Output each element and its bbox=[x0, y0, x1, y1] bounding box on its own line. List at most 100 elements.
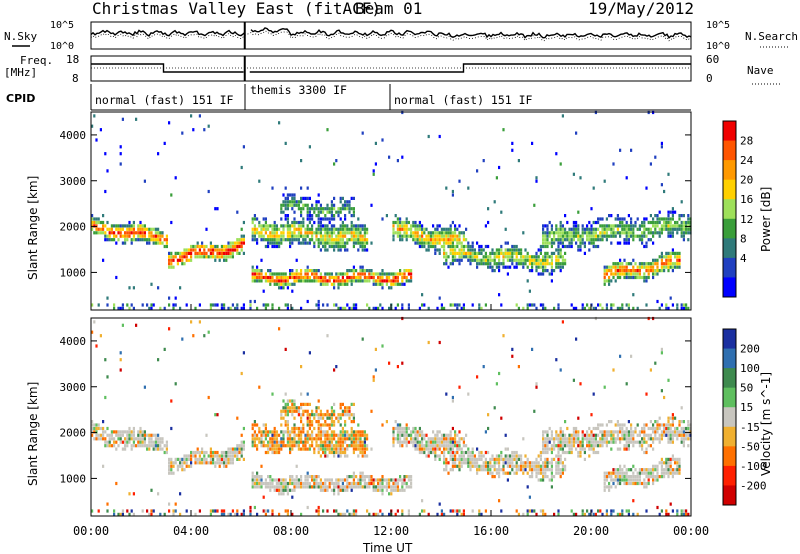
velocity-cell bbox=[394, 437, 397, 441]
power-cell bbox=[172, 265, 175, 269]
power-cell bbox=[317, 299, 320, 304]
velocity-cell bbox=[352, 402, 355, 406]
velocity-cell bbox=[581, 430, 584, 434]
power-cell bbox=[658, 217, 661, 221]
velocity-cell bbox=[196, 457, 199, 461]
power-cell bbox=[522, 255, 525, 259]
power-cell bbox=[220, 248, 223, 252]
power-cell bbox=[284, 275, 287, 280]
power-cell bbox=[665, 303, 668, 307]
velocity-cell bbox=[445, 437, 448, 441]
power-cell bbox=[284, 186, 287, 190]
power-cell bbox=[223, 258, 226, 262]
power-cell bbox=[594, 244, 597, 249]
power-cell bbox=[291, 196, 294, 200]
power-cell bbox=[293, 238, 296, 242]
power-cell bbox=[649, 238, 652, 242]
velocity-cell bbox=[262, 444, 265, 448]
velocity-cell bbox=[405, 426, 408, 431]
velocity-cell bbox=[616, 471, 619, 475]
velocity-cell bbox=[498, 464, 501, 468]
power-cell bbox=[267, 234, 270, 238]
velocity-cell bbox=[381, 475, 384, 479]
velocity-cell bbox=[394, 420, 397, 424]
velocity-cell bbox=[282, 416, 285, 420]
power-cell bbox=[363, 231, 366, 235]
velocity-cell bbox=[216, 457, 219, 461]
velocity-cell bbox=[588, 433, 591, 437]
velocity-cell bbox=[306, 430, 309, 434]
power-cell bbox=[289, 227, 292, 231]
power-cell bbox=[293, 234, 296, 238]
velocity-cell bbox=[337, 444, 340, 448]
power-cell bbox=[625, 275, 628, 280]
velocity-cell bbox=[462, 457, 465, 461]
velocity-ylabel: Slant Range [km] bbox=[26, 382, 40, 486]
power-cell bbox=[649, 265, 652, 269]
power-cell bbox=[370, 203, 373, 207]
velocity-cell bbox=[190, 454, 193, 458]
power-cell bbox=[348, 210, 351, 214]
velocity-cell bbox=[333, 409, 336, 413]
power-cell bbox=[656, 231, 659, 235]
power-cell bbox=[194, 244, 197, 249]
power-cell bbox=[284, 279, 287, 283]
power-cell bbox=[671, 303, 674, 307]
velocity-cell bbox=[458, 385, 461, 389]
power-cell bbox=[392, 272, 395, 276]
power-cell bbox=[209, 241, 212, 245]
power-cell bbox=[198, 114, 201, 118]
power-cell bbox=[414, 220, 417, 225]
power-cell bbox=[526, 251, 529, 255]
velocity-cell bbox=[676, 433, 679, 437]
velocity-cell bbox=[440, 450, 443, 455]
velocity-cell bbox=[304, 447, 307, 451]
velocity-cell bbox=[643, 471, 646, 475]
power-cell bbox=[498, 262, 501, 266]
velocity-cell bbox=[590, 440, 593, 444]
power-cell bbox=[291, 238, 294, 242]
colorbar-tick-label: -15 bbox=[740, 421, 760, 434]
power-cell bbox=[528, 289, 531, 293]
velocity-cell bbox=[515, 461, 518, 465]
power-cell bbox=[234, 306, 237, 310]
power-cell bbox=[469, 248, 472, 252]
velocity-cell bbox=[550, 457, 553, 461]
power-cell bbox=[616, 269, 619, 273]
velocity-cell bbox=[451, 454, 454, 458]
velocity-cell bbox=[130, 437, 133, 441]
power-cell bbox=[194, 251, 197, 255]
velocity-cell bbox=[592, 512, 595, 516]
velocity-cell bbox=[451, 444, 454, 448]
power-cell bbox=[412, 234, 415, 238]
power-cell bbox=[440, 244, 443, 249]
power-cell bbox=[234, 241, 237, 245]
colorbar-swatch bbox=[723, 121, 736, 142]
power-cell bbox=[557, 244, 560, 249]
velocity-cell bbox=[359, 444, 362, 448]
power-cell bbox=[150, 238, 153, 242]
power-cell bbox=[361, 244, 364, 249]
velocity-cell bbox=[284, 347, 287, 351]
power-cell bbox=[183, 248, 186, 252]
power-cell bbox=[627, 269, 630, 273]
velocity-cell bbox=[401, 433, 404, 437]
velocity-cell bbox=[438, 457, 441, 461]
power-cell bbox=[619, 262, 622, 266]
velocity-cell bbox=[654, 475, 657, 479]
velocity-cell bbox=[423, 437, 426, 441]
power-cell bbox=[330, 217, 333, 221]
power-cell bbox=[458, 241, 461, 245]
power-cell bbox=[306, 227, 309, 231]
power-cell bbox=[357, 279, 360, 283]
velocity-cell bbox=[130, 430, 133, 434]
velocity-cell bbox=[557, 447, 560, 451]
power-cell bbox=[344, 207, 347, 211]
power-cell bbox=[443, 248, 446, 252]
power-cell bbox=[326, 238, 329, 242]
power-cell bbox=[682, 224, 685, 228]
power-cell bbox=[315, 303, 318, 307]
velocity-cell bbox=[559, 433, 562, 437]
velocity-cell bbox=[328, 433, 331, 437]
power-cell bbox=[454, 255, 457, 259]
